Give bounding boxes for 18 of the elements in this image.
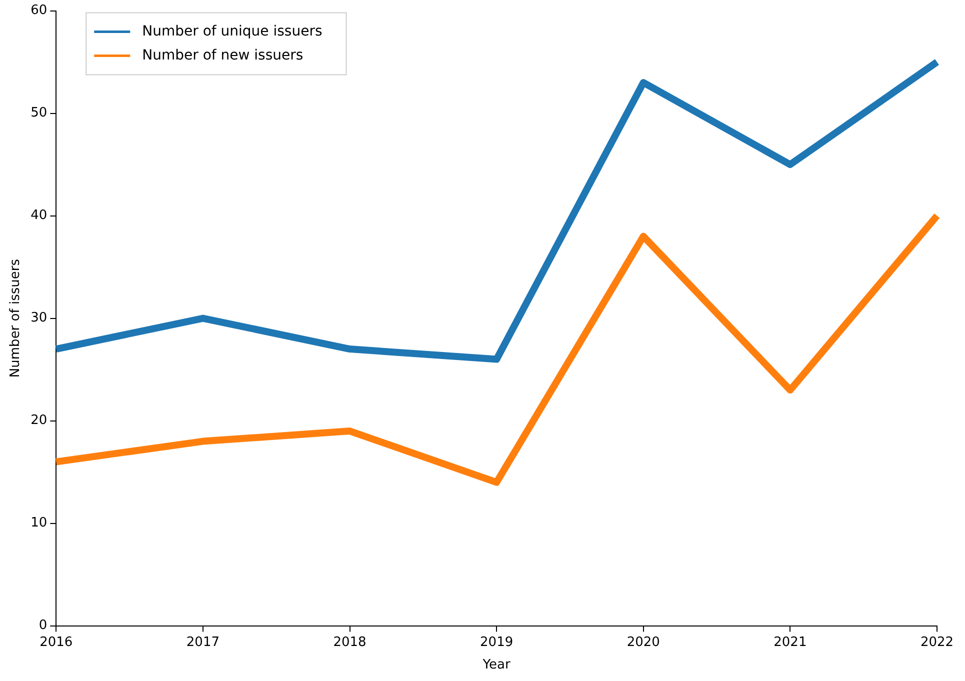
- x-tick-label: 2019: [480, 634, 514, 650]
- y-tick-label: 60: [30, 3, 48, 18]
- y-tick-label: 50: [30, 106, 48, 121]
- x-axis-title: Year: [482, 658, 511, 673]
- legend-label: Number of new issuers: [142, 47, 304, 64]
- y-tick-label: 30: [30, 310, 48, 326]
- legend-label: Number of unique issuers: [142, 23, 322, 40]
- y-tick-label: 40: [30, 208, 48, 224]
- y-tick-label: 0: [38, 618, 48, 634]
- x-tick-label: 2020: [626, 634, 660, 650]
- y-tick-label: 20: [30, 413, 48, 428]
- y-tick-label: 10: [30, 516, 48, 531]
- y-axis-title: Number of issuers: [8, 258, 24, 378]
- x-tick-label: 2017: [186, 634, 220, 650]
- x-tick-label: 2022: [920, 634, 954, 650]
- x-tick-label: 2021: [774, 634, 807, 650]
- x-tick-label: 2018: [333, 634, 366, 650]
- x-tick-label: 2016: [40, 634, 73, 650]
